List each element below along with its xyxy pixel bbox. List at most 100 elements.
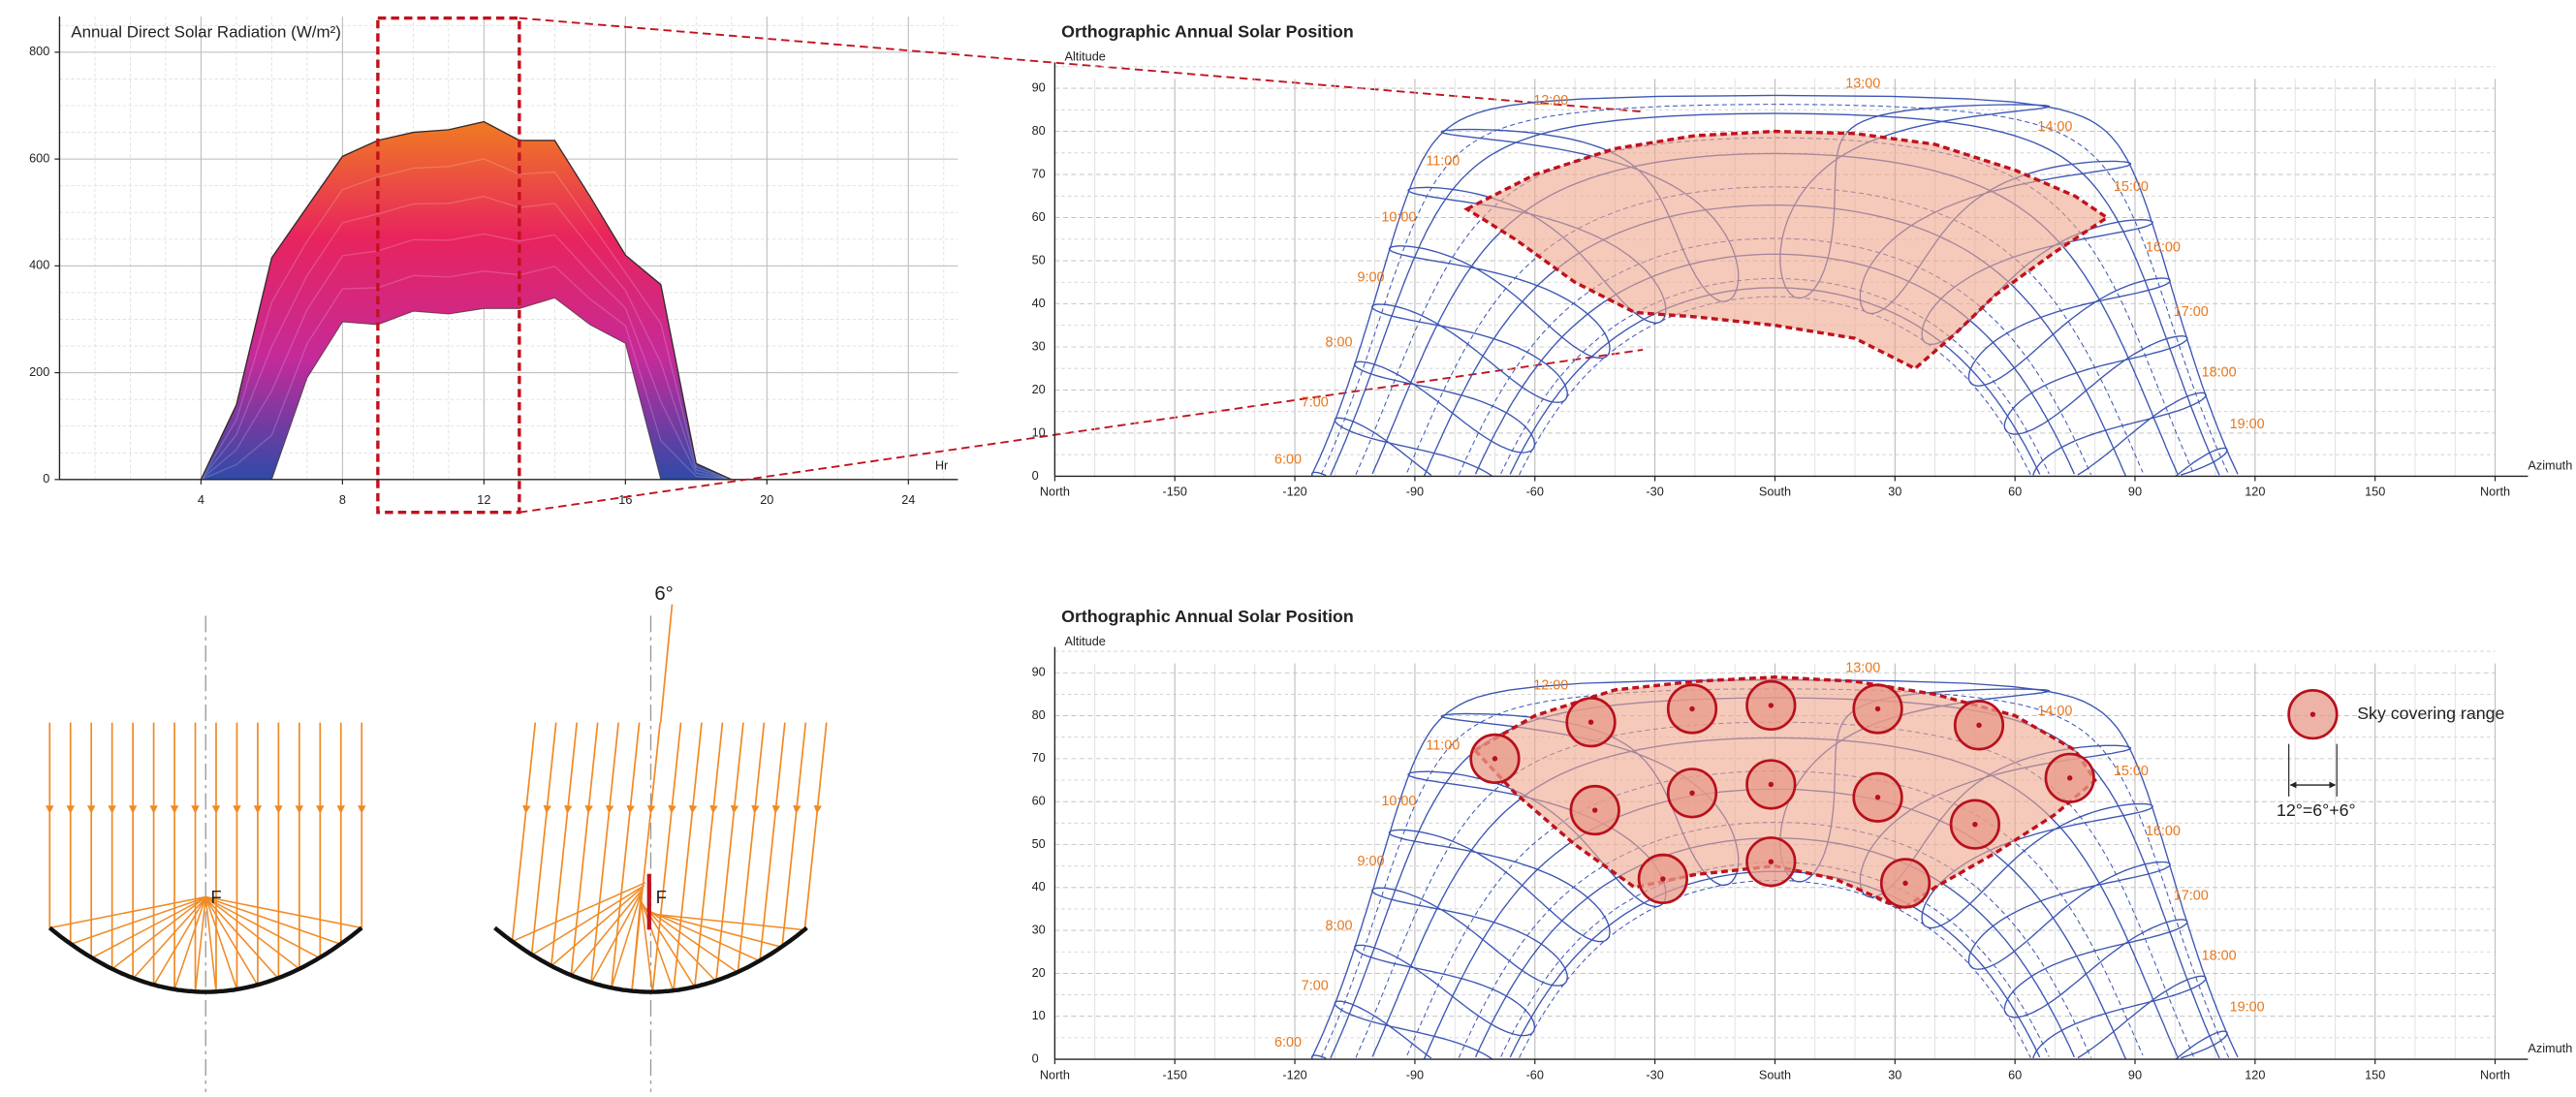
circle-center (1591, 807, 1598, 813)
hour-analemma (1310, 471, 1327, 477)
hour-label: 8:00 (1325, 918, 1352, 933)
hour-analemma (1334, 1000, 1492, 1060)
hour-label: 9:00 (1357, 854, 1384, 869)
incident-ray (813, 722, 828, 814)
x-tick-label: -120 (1282, 486, 1306, 499)
x-tick-label: -150 (1163, 1068, 1187, 1081)
incident-ray (730, 722, 744, 814)
y-tick-label: 20 (1032, 383, 1046, 396)
circle-center (1492, 756, 1498, 762)
y-tick-label: 80 (1032, 124, 1046, 138)
x-axis-label: Azimuth (2528, 459, 2572, 473)
chart-title: Orthographic Annual Solar Position (1061, 607, 1354, 626)
y-tick-label: 60 (1032, 210, 1046, 224)
y-tick-label: 60 (1032, 795, 1046, 808)
hour-label: 17:00 (2174, 888, 2209, 903)
area-band (201, 266, 732, 481)
hour-label: 17:00 (2174, 304, 2209, 320)
hour-label: 19:00 (2230, 417, 2265, 432)
y-tick-label: 30 (1032, 339, 1046, 353)
incident-ray (564, 722, 579, 814)
x-tick-label: South (1759, 486, 1791, 499)
hour-label: 8:00 (1325, 334, 1352, 350)
legend-note: 12°=6°+6° (2277, 800, 2356, 820)
y-tick-label: 10 (1032, 425, 1046, 439)
zoom-line (518, 16, 1644, 113)
y-tick-label: 50 (1032, 253, 1046, 266)
reflected-ray (204, 896, 259, 987)
incident-ray (626, 722, 641, 814)
y-tick-label: 40 (1032, 880, 1046, 893)
area-band (200, 158, 733, 481)
y-tick-label: 400 (29, 259, 49, 272)
tilt-label: 6° (654, 583, 673, 605)
zoom-line (518, 349, 1644, 514)
hour-label: 18:00 (2202, 364, 2237, 380)
incident-ray (737, 812, 756, 973)
y-tick-label: 0 (43, 472, 49, 486)
x-tick-label: 150 (2365, 486, 2385, 499)
x-tick-label: North (1040, 1068, 1070, 1081)
incident-ray (570, 812, 589, 976)
x-tick-label: -30 (1646, 486, 1663, 499)
incident-ray (668, 722, 682, 814)
hour-analemma (1334, 417, 1492, 477)
hour-label: 11:00 (1426, 737, 1460, 753)
incident-ray (646, 722, 661, 814)
hour-label: 7:00 (1302, 978, 1329, 993)
incident-ray (590, 812, 611, 984)
hour-label: 13:00 (1845, 661, 1880, 676)
hour-analemma (1371, 887, 1568, 987)
circle-center (1874, 795, 1881, 800)
x-tick-label: -30 (1646, 1068, 1663, 1081)
reflected-ray (644, 908, 761, 962)
x-tick-label: South (1759, 1068, 1791, 1081)
incident-ray (759, 812, 776, 961)
circle-center (1972, 821, 1978, 828)
x-tick-label: 12 (477, 493, 490, 507)
hour-label: 13:00 (1845, 76, 1880, 91)
circle-center (1768, 703, 1775, 708)
circle-center (1976, 722, 1982, 729)
focus-label: F (656, 887, 667, 907)
reflected-ray (132, 896, 207, 980)
circle-center (1660, 876, 1666, 882)
reflected-ray (640, 897, 654, 992)
x-tick-label: 8 (339, 493, 346, 507)
hour-label: 16:00 (2146, 824, 2181, 839)
circle-center (1902, 880, 1908, 887)
hour-analemma (1388, 829, 1611, 943)
y-tick-label: 0 (1032, 469, 1039, 483)
reflected-ray (570, 889, 644, 977)
x-tick-label: 120 (2245, 1068, 2265, 1081)
reflected-ray (611, 893, 643, 988)
incident-ray (543, 722, 557, 814)
incident-ray (693, 812, 714, 987)
y-tick-label: 40 (1032, 297, 1046, 310)
x-tick-label: North (1040, 486, 1070, 499)
day-arc (1355, 721, 2195, 1058)
x-tick-label: -120 (1282, 1068, 1306, 1081)
hour-analemma (2175, 1030, 2228, 1060)
reflected-ray (512, 882, 646, 943)
x-axis-label: Hr (935, 459, 949, 473)
hour-label: 7:00 (1302, 395, 1329, 411)
circle-center (1874, 705, 1881, 712)
reflected-ray (173, 896, 207, 990)
area-band (200, 233, 732, 481)
incident-ray (611, 812, 631, 988)
hour-analemma (2003, 335, 2188, 435)
day-arc (1355, 137, 2195, 475)
y-tick-label: 50 (1032, 837, 1046, 851)
circle-center (1768, 781, 1775, 788)
hour-label: 10:00 (1381, 209, 1416, 225)
hour-label: 9:00 (1357, 270, 1384, 286)
day-arc (1330, 112, 2220, 476)
x-tick-label: -90 (1406, 1068, 1424, 1081)
y-tick-label: 70 (1032, 751, 1046, 765)
y-tick-label: 0 (1032, 1051, 1039, 1065)
hour-analemma (1353, 944, 1536, 1037)
incident-ray (793, 722, 807, 814)
x-tick-label: 90 (2128, 1068, 2142, 1081)
